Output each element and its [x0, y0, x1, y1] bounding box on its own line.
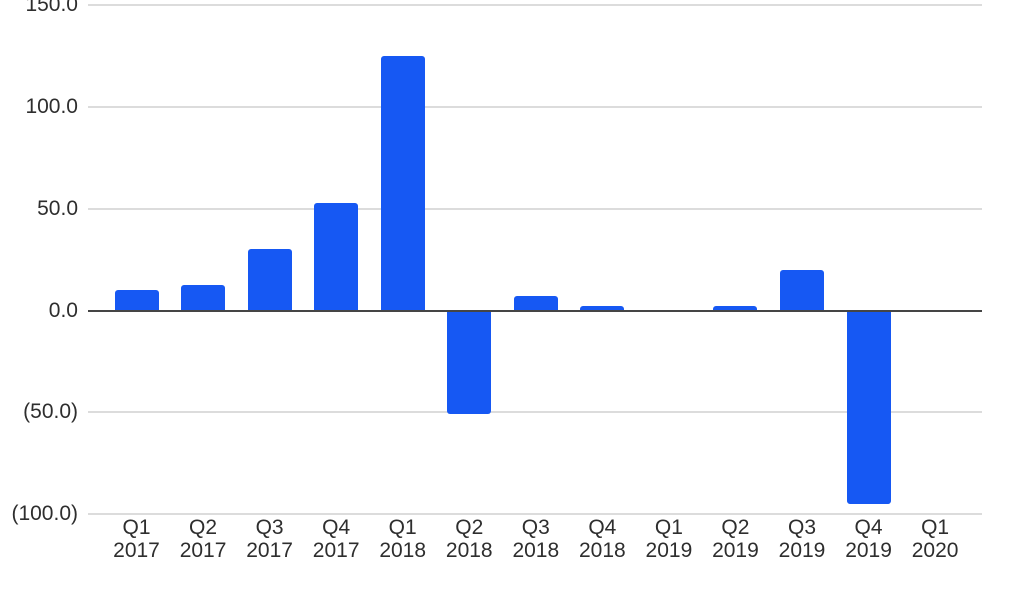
- gridline--100: [88, 512, 982, 515]
- y-tick-label--100: (100.0): [11, 501, 78, 525]
- x-tick-label-q1-2018: Q1 2018: [363, 516, 443, 562]
- bar-q1-2017[interactable]: [114, 290, 159, 311]
- y-tick-label-150: 150.0: [25, 0, 78, 17]
- x-tick-label-q2-2017: Q2 2017: [163, 516, 243, 562]
- x-tick-label-q1-2017: Q1 2017: [97, 516, 177, 562]
- y-tick-label-100: 100.0: [25, 95, 78, 119]
- y-tick-label--50: (50.0): [23, 400, 78, 424]
- x-tick-quarter: Q3: [521, 516, 550, 539]
- x-tick-label-q2-2019: Q2 2019: [695, 516, 775, 562]
- x-tick-label-q4-2019: Q4 2019: [829, 516, 909, 562]
- x-tick-quarter: Q2: [721, 516, 750, 539]
- x-tick-year: 2019: [712, 539, 759, 562]
- x-tick-year: 2019: [845, 539, 892, 562]
- x-tick-label-q3-2017: Q3 2017: [230, 516, 310, 562]
- x-tick-year: 2017: [113, 539, 160, 562]
- x-tick-quarter: Q4: [588, 516, 617, 539]
- bar-q4-2017[interactable]: [314, 202, 359, 311]
- x-tick-quarter: Q1: [388, 516, 417, 539]
- x-tick-year: 2018: [445, 539, 493, 562]
- x-tick-quarter: Q4: [854, 516, 883, 539]
- x-tick-label-q2-2018: Q2 2018: [429, 516, 509, 562]
- x-tick-quarter: Q4: [322, 516, 351, 539]
- x-tick-year: 2018: [578, 539, 626, 562]
- x-tick-quarter: Q3: [255, 516, 284, 539]
- gridline--50: [88, 411, 982, 414]
- bar-q2-2018[interactable]: [447, 310, 492, 415]
- x-tick-label-q3-2019: Q3 2019: [762, 516, 842, 562]
- bar-q1-2018[interactable]: [380, 56, 425, 311]
- bar-q2-2019[interactable]: [713, 306, 758, 311]
- x-tick-quarter: Q3: [787, 516, 816, 539]
- x-tick-label-q4-2018: Q4 2018: [562, 516, 642, 562]
- bar-q3-2018[interactable]: [513, 296, 558, 311]
- bar-q2-2017[interactable]: [181, 285, 226, 311]
- bar-q3-2019[interactable]: [780, 269, 824, 311]
- x-tick-year: 2017: [246, 539, 293, 562]
- x-tick-year: 2017: [179, 539, 227, 562]
- x-tick-year: 2018: [512, 539, 560, 562]
- x-tick-year: 2019: [778, 539, 826, 562]
- x-tick-year: 2017: [312, 539, 360, 562]
- bar-q4-2018[interactable]: [580, 306, 625, 311]
- x-tick-quarter: Q1: [122, 516, 151, 539]
- x-axis-line: [88, 309, 982, 312]
- x-tick-quarter: Q1: [921, 516, 950, 539]
- gridline-100: [88, 106, 982, 109]
- x-tick-label-q4-2017: Q4 2017: [296, 516, 376, 562]
- x-tick-quarter: Q2: [455, 516, 484, 539]
- x-tick-label-q3-2018: Q3 2018: [496, 516, 576, 562]
- bar-q4-2019[interactable]: [846, 310, 891, 504]
- bar-q3-2017[interactable]: [247, 249, 292, 311]
- x-tick-label-q1-2020: Q1 2020: [895, 516, 975, 562]
- y-tick-label-50: 50.0: [37, 196, 78, 220]
- x-tick-quarter: Q2: [189, 516, 218, 539]
- gridline-50: [88, 207, 982, 210]
- x-tick-label-q1-2019: Q1 2019: [629, 516, 709, 562]
- x-tick-quarter: Q1: [654, 516, 683, 539]
- x-tick-year: 2019: [645, 539, 693, 562]
- x-tick-year: 2020: [911, 539, 959, 562]
- x-tick-year: 2018: [379, 539, 427, 562]
- y-tick-label-0: 0.0: [48, 298, 78, 322]
- gridline-150: [88, 4, 982, 7]
